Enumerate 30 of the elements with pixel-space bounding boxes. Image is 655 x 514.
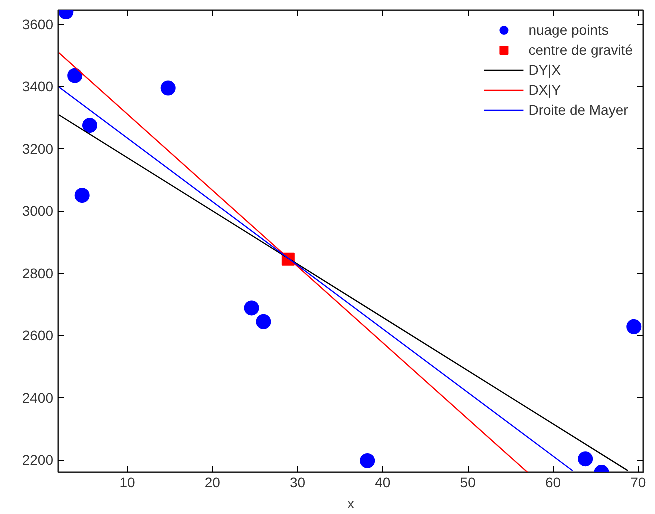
y-tick-label: 2200: [22, 452, 54, 468]
point: [256, 314, 272, 330]
legend-label: DY|X: [528, 62, 562, 78]
point: [578, 452, 594, 467]
point: [360, 454, 376, 468]
legend-label: Droite de Mayer: [528, 102, 628, 118]
point: [74, 188, 90, 204]
point: [626, 319, 642, 334]
x-tick-label: 30: [290, 474, 306, 490]
y-tick-label: 3600: [22, 16, 54, 32]
x-tick-label: 70: [630, 474, 646, 490]
x-tick-label: 60: [545, 474, 562, 490]
x-tick-label: 40: [375, 474, 391, 490]
point: [82, 118, 98, 134]
legend-label: centre de gravité: [528, 42, 633, 58]
y-tick-label: 2400: [22, 390, 54, 406]
x-tick-label: 20: [204, 474, 221, 490]
point: [68, 68, 83, 84]
point: [244, 300, 260, 316]
y-tick-label: 2800: [22, 265, 54, 282]
y-tick-label: 3400: [22, 78, 54, 95]
y-tick-label: 3000: [22, 203, 54, 220]
x-tick-label: 50: [460, 474, 476, 490]
point: [160, 80, 176, 96]
x-axis-title: x: [348, 496, 354, 512]
legend-label: DX|Y: [528, 82, 562, 98]
x-tick-label: 10: [120, 474, 136, 490]
y-tick-label: 2600: [22, 328, 54, 344]
legend-label: nuage points: [528, 22, 609, 38]
y-tick-label: 3200: [22, 140, 54, 157]
